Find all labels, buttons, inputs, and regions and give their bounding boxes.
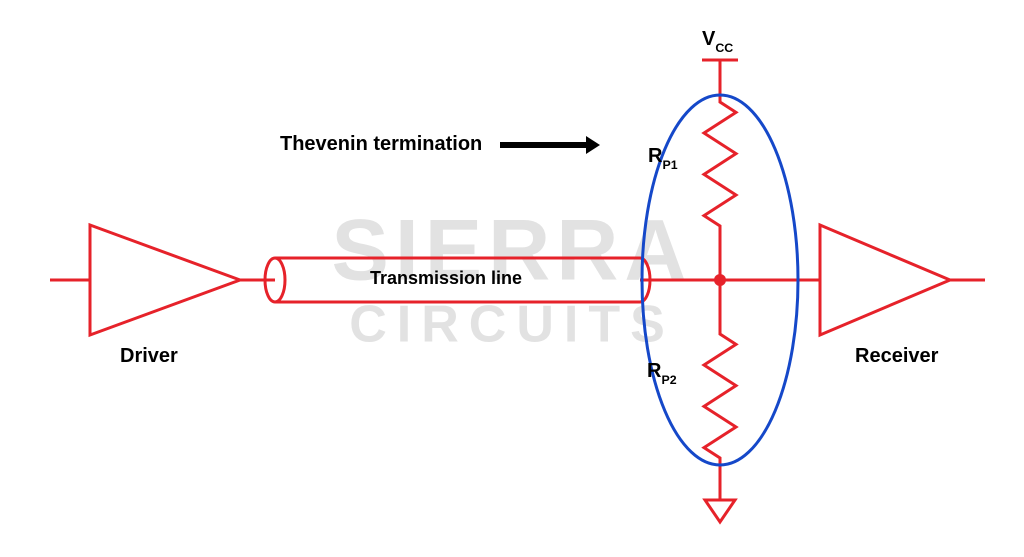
driver-triangle (90, 225, 240, 335)
rp1-label: RP1 (648, 145, 678, 170)
driver-label: Driver (120, 345, 178, 368)
vcc-sub: CC (715, 41, 733, 55)
rp1-main: R (648, 145, 662, 167)
receiver-label: Receiver (855, 345, 938, 368)
rp2-main: R (647, 360, 661, 382)
transmission-line-label: Transmission line (370, 268, 522, 289)
vcc-main: V (702, 28, 715, 50)
callout-arrow-head (586, 136, 600, 154)
vcc-label: VCC (702, 28, 733, 53)
rp1-sub: P1 (662, 158, 677, 172)
rp2-label: RP2 (647, 360, 677, 385)
resistor-rp1 (704, 88, 736, 240)
resistor-rp2 (704, 320, 736, 472)
ground-symbol (705, 500, 735, 522)
receiver-triangle (820, 225, 950, 335)
rp2-sub: P2 (661, 373, 676, 387)
thevenin-label: Thevenin termination (280, 133, 482, 156)
